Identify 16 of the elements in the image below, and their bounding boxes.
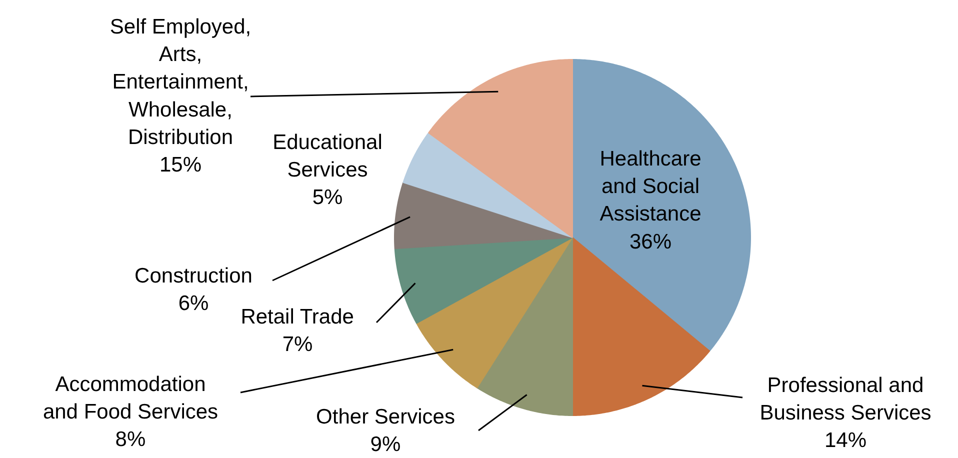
data-label: 36%: [629, 230, 672, 254]
slice-label: Self Employed, Arts, Entertainment, Wholesale, Distribution: [110, 16, 252, 149]
data-label: 5%: [312, 186, 343, 210]
data-label: 9%: [370, 433, 401, 456]
data-label: 14%: [824, 429, 867, 452]
slice-label: Retail Trade: [240, 306, 354, 328]
data-label: 15%: [159, 154, 202, 176]
data-label: 8%: [115, 428, 146, 452]
slice-label: Educational Services: [272, 131, 382, 182]
slice-label: Accommodation and Food Services: [42, 373, 218, 424]
slice-label: Other Services: [316, 406, 455, 428]
slice-label: Professional and Business Services: [760, 374, 932, 425]
slice-label: Construction: [134, 264, 252, 288]
data-label: 7%: [282, 333, 313, 356]
data-label: 6%: [178, 292, 209, 316]
slice-label: Healthcare and Social Assistance: [600, 148, 702, 226]
